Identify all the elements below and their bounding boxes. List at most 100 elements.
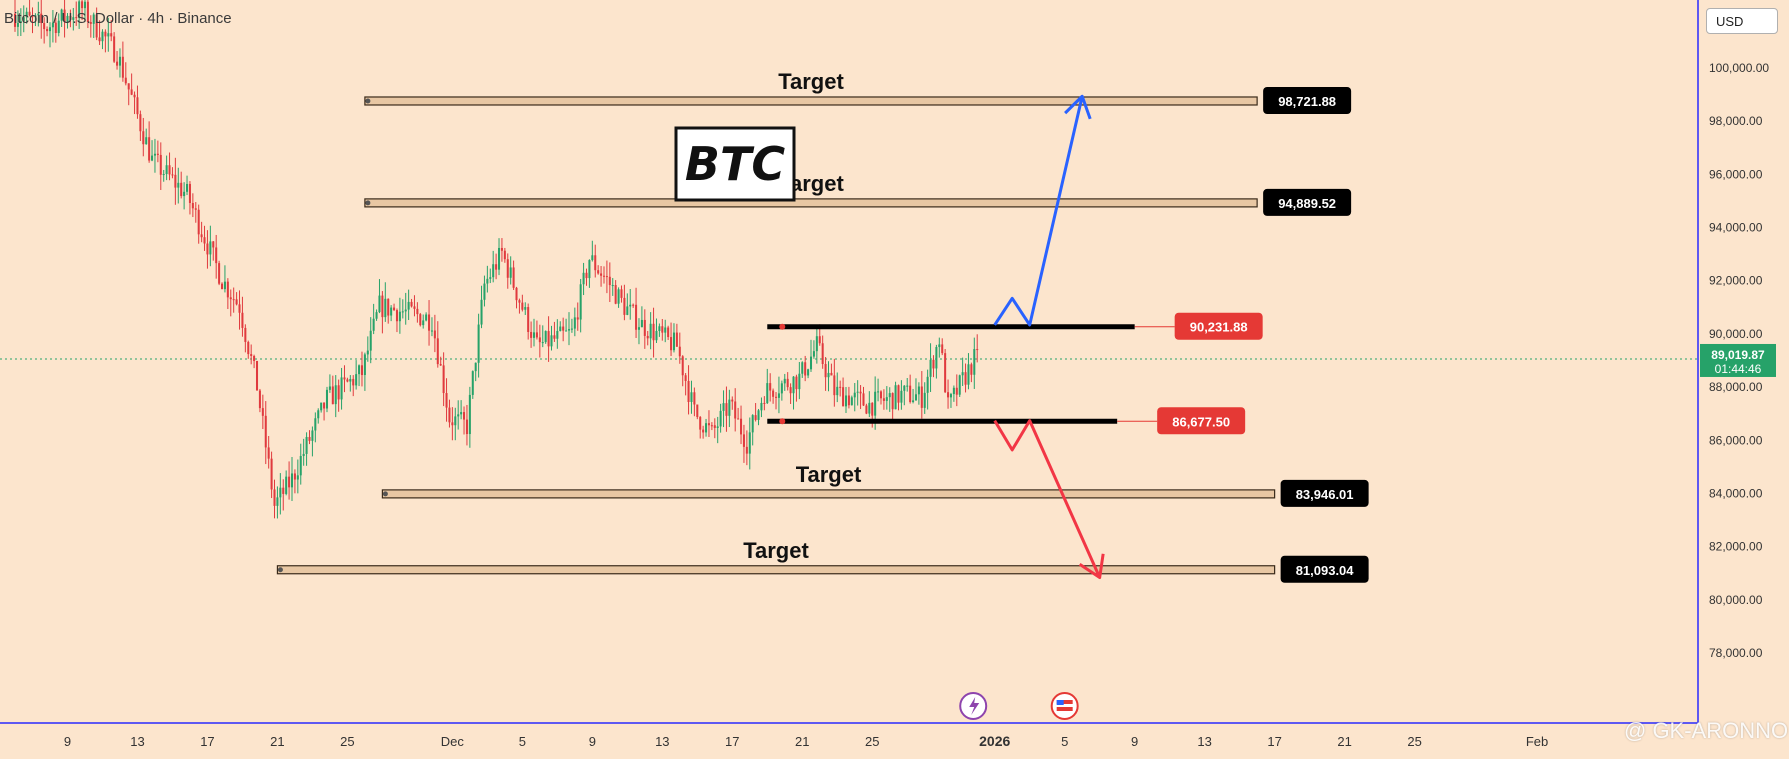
candle-body	[804, 362, 807, 376]
candle-body	[212, 241, 215, 248]
candle-body	[448, 407, 451, 423]
candle-body	[844, 395, 848, 407]
candle-body	[46, 29, 49, 32]
candle-body	[705, 423, 708, 433]
candle-body	[853, 392, 856, 398]
candle-body	[98, 37, 101, 42]
x-tick-label: 5	[1061, 734, 1068, 749]
candle-body	[477, 324, 480, 363]
candle-body	[314, 418, 317, 431]
candle-body	[559, 326, 562, 331]
candle-body	[197, 209, 200, 235]
candle-body	[393, 307, 396, 311]
candle-body	[967, 364, 970, 385]
candle-body	[833, 375, 836, 396]
candle-body	[168, 165, 171, 175]
candle-body	[419, 314, 422, 326]
candle-body	[346, 379, 349, 382]
candle-body	[605, 276, 608, 278]
candle-body	[410, 301, 413, 307]
candle-body	[247, 341, 250, 355]
candle-body	[652, 323, 655, 341]
chart-title: Bitcoin / U.S. Dollar · 4h · Binance	[4, 10, 232, 27]
candle-body	[745, 446, 748, 454]
candle-body	[442, 365, 445, 394]
candle-body	[728, 399, 731, 416]
candle-body	[63, 9, 66, 22]
candle-body	[352, 378, 355, 386]
target-zone-handle	[277, 567, 283, 573]
candle-body	[13, 13, 17, 27]
candle-body	[842, 387, 845, 407]
candle-body	[923, 392, 926, 408]
candle-body	[868, 402, 871, 414]
candle-body	[22, 17, 25, 22]
target-zone-1[interactable]	[364, 198, 1258, 208]
y-tick-label: 100,000.00	[1709, 61, 1769, 75]
candle-body	[847, 395, 850, 406]
target-zone-5[interactable]	[276, 565, 1276, 575]
candle-body	[34, 15, 37, 18]
candle-body	[258, 390, 261, 409]
candle-body	[188, 183, 191, 204]
candle-body	[153, 153, 156, 156]
candle-body	[223, 281, 226, 290]
candle-body	[809, 356, 813, 370]
event-us-flag-icon[interactable]	[1050, 692, 1079, 720]
target-zone-4[interactable]	[381, 489, 1276, 499]
candle-body	[664, 327, 667, 333]
candle-body	[952, 387, 955, 395]
candle-body	[716, 426, 719, 428]
candle-body	[113, 36, 116, 62]
candle-body	[646, 335, 649, 339]
level-price-badge	[1157, 407, 1246, 435]
candle-body	[218, 263, 221, 284]
candle-body	[935, 347, 938, 369]
candle-body	[226, 281, 229, 298]
candle-body	[772, 390, 775, 397]
x-tick-label: 21	[270, 734, 284, 749]
candle-body	[75, 17, 78, 19]
candle-body	[751, 415, 754, 433]
candle-body	[947, 392, 950, 398]
candle-body	[815, 336, 818, 352]
y-tick-label: 82,000.00	[1709, 540, 1763, 554]
candle-body	[929, 359, 932, 377]
candle-body	[582, 272, 585, 285]
level-price-label: 98,721.88	[1278, 94, 1336, 109]
candle-body	[395, 310, 398, 322]
candle-body	[31, 15, 34, 18]
candle-body	[623, 297, 626, 315]
candle-body	[454, 416, 457, 426]
candle-body	[235, 299, 238, 305]
candle-body	[209, 241, 212, 255]
candle-body	[888, 393, 891, 398]
target-zone-0[interactable]	[364, 96, 1258, 106]
candle-body	[51, 22, 54, 28]
x-tick-label: Dec	[441, 734, 465, 749]
candle-body	[92, 14, 95, 24]
candle-body	[288, 476, 291, 488]
candle-body	[769, 383, 772, 391]
candle-body	[722, 403, 725, 411]
level-price-badge	[1263, 188, 1352, 216]
candle-body	[976, 349, 979, 351]
candle-body	[620, 289, 623, 298]
candle-body	[323, 402, 326, 409]
currency-button[interactable]: USD	[1706, 8, 1778, 34]
candle-body	[766, 383, 769, 404]
candle-body	[206, 243, 209, 255]
candle-body	[932, 359, 935, 369]
candle-body	[328, 386, 331, 390]
candle-body	[317, 410, 320, 419]
y-tick-label: 78,000.00	[1709, 646, 1763, 660]
level-price-badge	[1174, 312, 1263, 340]
x-tick-label: 21	[795, 734, 809, 749]
candle-body	[355, 374, 358, 386]
candle-body	[69, 15, 72, 20]
candle-body	[183, 191, 186, 197]
y-tick-label: 90,000.00	[1709, 327, 1763, 341]
candle-body	[538, 337, 541, 343]
candle-body	[261, 408, 264, 416]
